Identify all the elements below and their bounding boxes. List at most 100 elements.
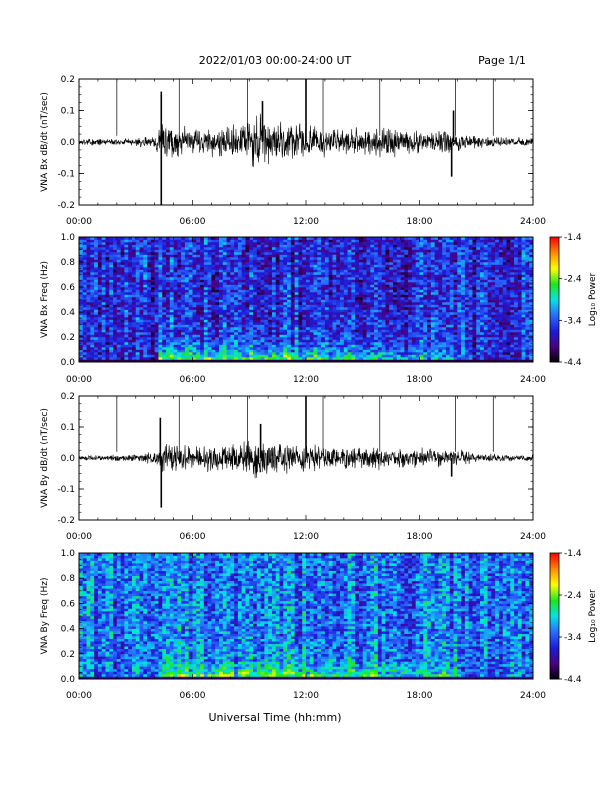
spectrogram-cell	[143, 272, 148, 275]
spectrogram-cell	[385, 279, 390, 283]
spectrogram-cell	[374, 349, 379, 353]
spectrogram-cell	[396, 277, 401, 280]
spectrogram-cell	[362, 264, 367, 268]
spectrogram-cell	[268, 317, 273, 320]
spectrogram-cell	[408, 304, 413, 308]
spectrogram-cell	[377, 312, 382, 315]
spectrogram-cell	[313, 284, 318, 288]
spectrogram-cell	[430, 334, 435, 338]
spectrogram-cell	[279, 319, 284, 323]
spectrogram-cell	[411, 282, 417, 285]
spectrogram-cell	[385, 307, 390, 310]
spectrogram-cell	[158, 247, 163, 250]
spectrogram-cell	[351, 347, 356, 350]
spectrogram-cell	[336, 289, 341, 293]
spectrogram-cell	[158, 332, 163, 335]
spectrogram-cell	[200, 357, 205, 360]
spectrogram-cell	[230, 254, 235, 258]
spectrogram-cell	[135, 277, 140, 280]
spectrogram-cell	[343, 329, 348, 333]
spectrogram-cell	[245, 239, 250, 243]
spectrogram-cell	[415, 312, 420, 315]
spectrogram-cell	[389, 272, 394, 275]
spectrogram-cell	[377, 287, 382, 290]
spectrogram-cell	[241, 324, 246, 328]
spectrogram-cell	[347, 247, 352, 250]
spectrogram-cell	[211, 322, 216, 325]
spectrogram-cell	[184, 332, 190, 335]
spectrogram-cell	[442, 359, 447, 363]
spectrogram-cell	[275, 332, 280, 335]
spectrogram-cell	[184, 289, 190, 293]
spectrogram-cell	[377, 309, 382, 313]
spectrogram-cell	[211, 314, 216, 318]
spectrogram-cell	[105, 347, 110, 350]
spectrogram-cell	[290, 237, 295, 240]
spectrogram-cell	[131, 344, 137, 348]
spectrogram-cell	[404, 279, 409, 283]
spectrogram-cell	[283, 279, 288, 283]
spectrogram-cell	[283, 237, 288, 240]
spectrogram-cell	[211, 244, 216, 248]
spectrogram-cell	[309, 359, 314, 363]
spectrogram-cell	[188, 242, 193, 245]
spectrogram-cell	[82, 307, 87, 310]
spectrogram-cell	[116, 304, 121, 308]
spectrogram-cell	[218, 312, 224, 315]
spectrogram-cell	[393, 329, 398, 333]
spectrogram-cell	[177, 327, 182, 330]
spectrogram-cell	[105, 259, 110, 263]
spectrogram-cell	[306, 289, 311, 293]
spectrogram-cell	[309, 342, 314, 345]
spectrogram-cell	[211, 337, 216, 340]
spectrogram-cell	[355, 257, 360, 260]
spectrogram-cell	[427, 284, 432, 288]
spectrogram-cell	[313, 339, 318, 343]
spectrogram-cell	[120, 347, 125, 350]
spectrogram-cell	[143, 299, 148, 303]
spectrogram-cell	[260, 289, 265, 293]
spectrogram-cell	[86, 239, 91, 243]
spectrogram-cell	[355, 359, 360, 363]
spectrogram-cell	[203, 279, 208, 283]
spectrogram-cell	[116, 354, 121, 358]
spectrogram-cell	[211, 289, 216, 293]
spectrogram-cell	[150, 299, 155, 303]
spectrogram-cell	[192, 317, 197, 320]
spectrogram-cell	[97, 277, 102, 280]
spectrogram-cell	[445, 342, 451, 345]
spectrogram-cell	[90, 242, 95, 245]
spectrogram-cell	[321, 327, 326, 330]
spectrogram-cell	[237, 359, 242, 363]
spectrogram-cell	[347, 239, 352, 243]
spectrogram-cell	[166, 347, 171, 350]
spectrogram-cell	[358, 359, 364, 363]
spectrogram-cell	[131, 277, 137, 280]
spectrogram-cell	[113, 237, 118, 240]
spectrogram-cell	[427, 342, 432, 345]
spectrogram-cell	[385, 282, 390, 285]
spectrogram-cell	[124, 317, 129, 320]
spectrogram-cell	[113, 249, 118, 253]
spectrogram-cell	[389, 304, 394, 308]
spectrogram-cell	[355, 317, 360, 320]
spectrogram-cell	[264, 312, 269, 315]
spectrogram-cell	[181, 244, 186, 248]
spectrogram-cell	[370, 319, 375, 323]
spectrogram-cell	[385, 269, 390, 273]
spectrogram-cell	[408, 349, 413, 353]
spectrogram-cell	[188, 239, 193, 243]
spectrogram-cell	[154, 334, 159, 338]
spectrogram-cell	[321, 287, 326, 290]
spectrogram-cell	[82, 264, 87, 268]
spectrogram-cell	[268, 344, 273, 348]
spectrogram-cell	[158, 294, 163, 298]
spectrogram-cell	[260, 299, 265, 303]
spectrogram-cell	[256, 349, 261, 353]
spectrogram-cell	[385, 267, 390, 270]
spectrogram-cell	[234, 327, 239, 330]
spectrogram-cell	[169, 307, 174, 310]
spectrogram-cell	[230, 324, 235, 328]
spectrogram-cell	[374, 277, 379, 280]
spectrogram-cell	[230, 307, 235, 310]
